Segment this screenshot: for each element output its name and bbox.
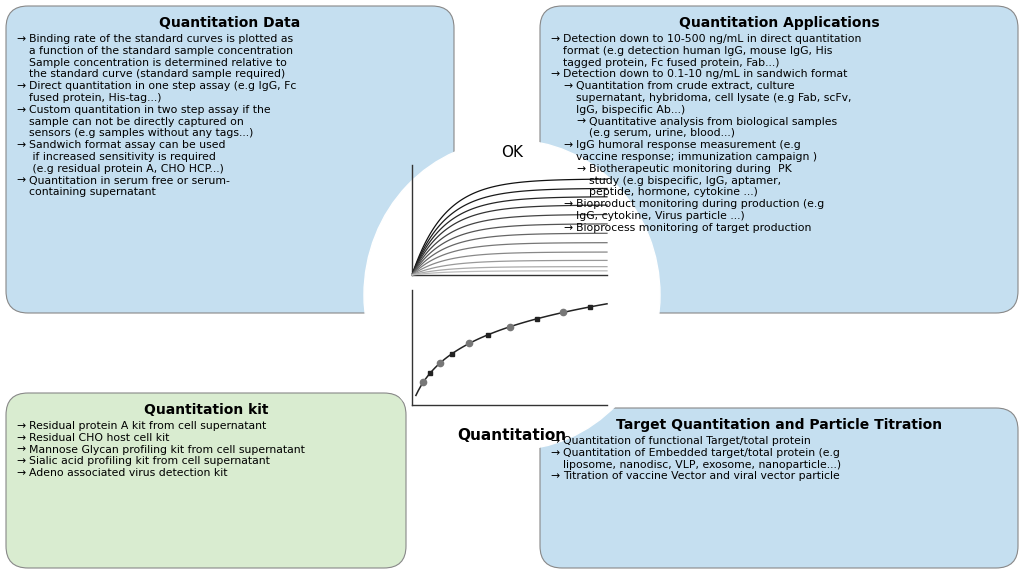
FancyBboxPatch shape	[6, 6, 454, 313]
Text: →: →	[550, 34, 559, 44]
FancyBboxPatch shape	[6, 393, 406, 568]
Text: Quantitation: Quantitation	[458, 428, 566, 443]
Text: Residual protein A kit from cell supernatant: Residual protein A kit from cell superna…	[29, 421, 266, 431]
Text: →: →	[550, 436, 559, 446]
Text: (e.g serum, urine, blood...): (e.g serum, urine, blood...)	[589, 129, 735, 138]
Text: Sandwich format assay can be used: Sandwich format assay can be used	[29, 140, 225, 150]
Text: Quantitation kit: Quantitation kit	[143, 403, 268, 417]
Text: supernatant, hybridoma, cell lysate (e.g Fab, scFv,: supernatant, hybridoma, cell lysate (e.g…	[575, 93, 852, 103]
Text: →: →	[16, 140, 26, 150]
Text: →: →	[563, 140, 572, 150]
Text: study (e.g bispecific, IgG, aptamer,: study (e.g bispecific, IgG, aptamer,	[589, 176, 781, 185]
Text: Detection down to 0.1-10 ng/mL in sandwich format: Detection down to 0.1-10 ng/mL in sandwi…	[563, 69, 848, 79]
Text: format (e.g detection human IgG, mouse IgG, His: format (e.g detection human IgG, mouse I…	[563, 46, 833, 56]
Text: if increased sensitivity is required: if increased sensitivity is required	[29, 152, 216, 162]
Text: peptide, hormone, cytokine ...): peptide, hormone, cytokine ...)	[589, 187, 758, 197]
Text: →: →	[16, 456, 26, 467]
FancyBboxPatch shape	[540, 408, 1018, 568]
Text: IgG, bispecific Ab...): IgG, bispecific Ab...)	[575, 105, 685, 115]
Text: liposome, nanodisc, VLP, exosome, nanoparticle...): liposome, nanodisc, VLP, exosome, nanopa…	[563, 460, 841, 470]
Text: →: →	[16, 421, 26, 431]
Text: →: →	[16, 81, 26, 91]
Text: Sample concentration is determined relative to: Sample concentration is determined relat…	[29, 57, 287, 68]
Text: Quantitation of Embedded target/total protein (e.g: Quantitation of Embedded target/total pr…	[563, 448, 840, 458]
Text: →: →	[16, 176, 26, 185]
Text: Bioproduct monitoring during production (e.g: Bioproduct monitoring during production …	[575, 199, 824, 209]
Text: →: →	[16, 445, 26, 455]
Text: Quantitation of functional Target/total protein: Quantitation of functional Target/total …	[563, 436, 811, 446]
FancyBboxPatch shape	[540, 6, 1018, 313]
Text: tagged protein, Fc fused protein, Fab...): tagged protein, Fc fused protein, Fab...…	[563, 57, 779, 68]
Text: vaccine response; immunization campaign ): vaccine response; immunization campaign …	[575, 152, 817, 162]
Text: →: →	[575, 117, 585, 127]
Text: OK: OK	[501, 145, 523, 160]
Text: Quantitation Applications: Quantitation Applications	[679, 16, 880, 30]
Text: Direct quantitation in one step assay (e.g IgG, Fc: Direct quantitation in one step assay (e…	[29, 81, 296, 91]
Text: Biotherapeutic monitoring during  PK: Biotherapeutic monitoring during PK	[589, 164, 792, 174]
Text: sample can not be directly captured on: sample can not be directly captured on	[29, 117, 244, 127]
Text: Custom quantitation in two step assay if the: Custom quantitation in two step assay if…	[29, 105, 270, 115]
Text: (e.g residual protein A, CHO HCP...): (e.g residual protein A, CHO HCP...)	[29, 164, 224, 174]
Text: →: →	[16, 468, 26, 478]
Text: Quantitation Data: Quantitation Data	[160, 16, 301, 30]
Text: →: →	[575, 164, 585, 174]
Text: Binding rate of the standard curves is plotted as: Binding rate of the standard curves is p…	[29, 34, 293, 44]
Text: →: →	[550, 471, 559, 482]
Text: →: →	[550, 448, 559, 458]
Text: a function of the standard sample concentration: a function of the standard sample concen…	[29, 46, 293, 56]
Text: Quantitative analysis from biological samples: Quantitative analysis from biological sa…	[589, 117, 838, 127]
Ellipse shape	[364, 140, 660, 450]
Text: Bioprocess monitoring of target production: Bioprocess monitoring of target producti…	[575, 223, 811, 233]
Text: IgG, cytokine, Virus particle ...): IgG, cytokine, Virus particle ...)	[575, 211, 744, 221]
Text: →: →	[550, 69, 559, 79]
Text: Titration of vaccine Vector and viral vector particle: Titration of vaccine Vector and viral ve…	[563, 471, 840, 482]
Text: →: →	[16, 433, 26, 443]
Text: Quantitation from crude extract, culture: Quantitation from crude extract, culture	[575, 81, 795, 91]
Text: Target Quantitation and Particle Titration: Target Quantitation and Particle Titrati…	[616, 418, 942, 432]
Text: →: →	[563, 223, 572, 233]
Text: IgG humoral response measurement (e.g: IgG humoral response measurement (e.g	[575, 140, 801, 150]
Text: containing supernatant: containing supernatant	[29, 187, 156, 197]
Text: the standard curve (standard sample required): the standard curve (standard sample requ…	[29, 69, 286, 79]
Text: fused protein, His-tag...): fused protein, His-tag...)	[29, 93, 162, 103]
Text: sensors (e.g samples without any tags...): sensors (e.g samples without any tags...…	[29, 129, 253, 138]
Text: Sialic acid profiling kit from cell supernatant: Sialic acid profiling kit from cell supe…	[29, 456, 270, 467]
Text: →: →	[563, 81, 572, 91]
Text: →: →	[16, 34, 26, 44]
Text: Residual CHO host cell kit: Residual CHO host cell kit	[29, 433, 169, 443]
Text: →: →	[563, 199, 572, 209]
Text: Mannose Glycan profiling kit from cell supernatant: Mannose Glycan profiling kit from cell s…	[29, 445, 305, 455]
Text: Adeno associated virus detection kit: Adeno associated virus detection kit	[29, 468, 227, 478]
Text: →: →	[16, 105, 26, 115]
Text: Detection down to 10-500 ng/mL in direct quantitation: Detection down to 10-500 ng/mL in direct…	[563, 34, 861, 44]
Text: Quantitation in serum free or serum-: Quantitation in serum free or serum-	[29, 176, 229, 185]
